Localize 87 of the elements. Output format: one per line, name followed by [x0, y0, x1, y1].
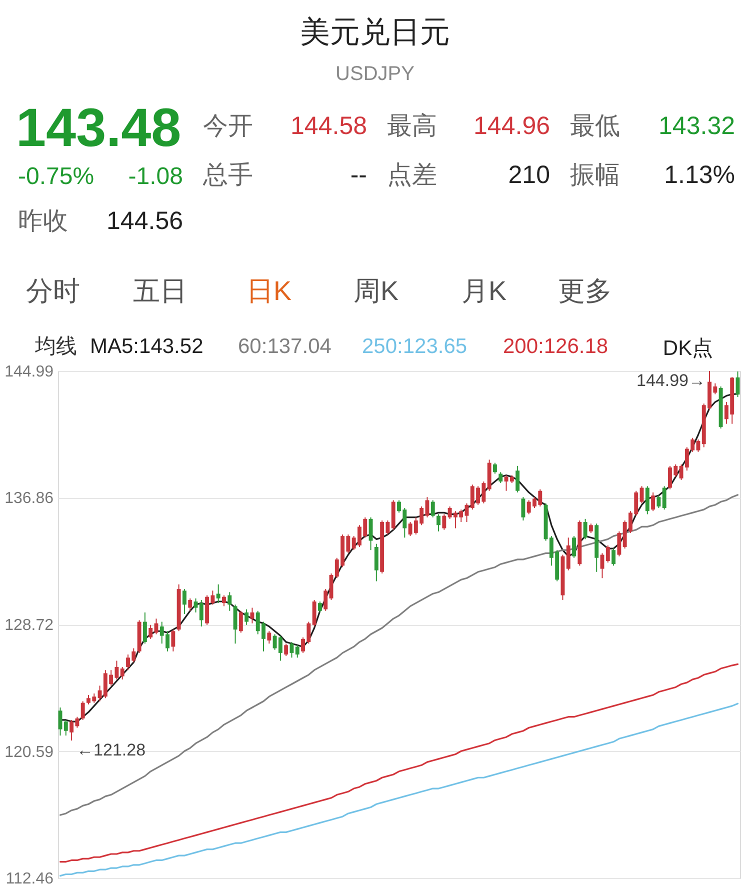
candlestick	[284, 643, 288, 657]
candlestick	[250, 607, 254, 624]
candlestick	[656, 495, 661, 508]
y-tick-label: 144.99	[4, 364, 54, 380]
candlestick	[651, 492, 656, 512]
candlestick	[464, 502, 469, 523]
candlestick	[199, 599, 204, 627]
candlestick	[216, 584, 220, 604]
text: 143.48	[16, 98, 182, 158]
candlestick	[583, 518, 588, 540]
candlestick	[244, 608, 249, 626]
candlestick	[645, 486, 650, 515]
y-tick-label: 120.59	[4, 744, 54, 761]
candlestick	[425, 496, 430, 518]
candlestick	[521, 496, 526, 521]
candlestick	[324, 588, 328, 612]
candlestick	[80, 700, 85, 720]
text: 200:126.18	[503, 335, 608, 358]
candlestick	[142, 612, 147, 644]
candlestick	[612, 548, 616, 566]
candlestick	[606, 544, 610, 564]
candlestick	[442, 514, 446, 530]
y-tick-label: 112.46	[6, 870, 54, 888]
candlestick	[493, 462, 497, 474]
candlestick	[58, 706, 62, 736]
candlestick	[171, 629, 176, 652]
candlestick	[318, 601, 322, 613]
candlestick	[430, 500, 435, 518]
text: 最低	[570, 112, 620, 140]
candlestick	[312, 599, 316, 627]
text: 1.13%	[664, 161, 735, 189]
candlestick	[572, 536, 576, 558]
y-tick-label: 128.72	[4, 617, 54, 634]
text: 昨收	[18, 207, 68, 235]
text: -1.08	[128, 163, 183, 190]
candlestick	[233, 604, 238, 644]
text: 144.96	[474, 112, 550, 140]
text: 最高	[387, 112, 437, 140]
y-tick-label: 136.86	[4, 490, 54, 508]
candlestick	[662, 486, 666, 510]
text: USDJPY	[336, 63, 414, 85]
text: 210	[508, 161, 550, 189]
candlestick	[498, 472, 503, 484]
candlestick	[295, 644, 300, 658]
text: 月K	[461, 276, 507, 306]
candlestick	[182, 588, 186, 614]
candlestick	[148, 624, 153, 640]
text: 143.32	[658, 112, 735, 140]
candlestick	[267, 630, 272, 644]
candlestick	[120, 666, 124, 680]
candlestick	[588, 523, 593, 534]
text: 振幅	[570, 161, 620, 189]
text: -0.75%	[18, 163, 94, 190]
text: 五日	[133, 276, 187, 306]
line-series	[59, 494, 739, 816]
text: DK点	[662, 337, 714, 360]
text: 60:137.04	[238, 335, 332, 358]
text: 144.56	[106, 207, 183, 235]
text: MA5:143.52	[90, 335, 204, 358]
text: 144.58	[290, 112, 367, 140]
candlestick	[374, 543, 378, 582]
text: 分时	[26, 276, 80, 306]
text: 点差	[387, 161, 437, 189]
text: 250:123.65	[362, 335, 468, 358]
text: 总手	[202, 161, 253, 189]
text: 更多	[558, 276, 612, 306]
annotation: 144.99→	[636, 371, 706, 390]
candlestick	[238, 610, 243, 634]
annotation: ←121.28	[76, 740, 146, 760]
candlestick	[617, 530, 622, 557]
line-series	[59, 663, 739, 863]
candlestick	[222, 594, 226, 607]
text: 今开	[203, 112, 253, 140]
text: 周K	[353, 276, 399, 306]
candlestick	[566, 537, 570, 571]
legend-title: 均线	[34, 335, 77, 358]
candlestick	[436, 514, 440, 532]
line-series	[59, 702, 739, 877]
candlestick	[64, 719, 68, 736]
text: 美元兑日元	[300, 16, 450, 49]
candlestick	[228, 592, 232, 612]
candlestick	[290, 642, 294, 658]
text: 日K	[246, 276, 292, 306]
candlestick	[640, 486, 644, 504]
candlestick	[516, 465, 520, 493]
text: --	[350, 161, 367, 189]
candlestick	[188, 598, 192, 612]
